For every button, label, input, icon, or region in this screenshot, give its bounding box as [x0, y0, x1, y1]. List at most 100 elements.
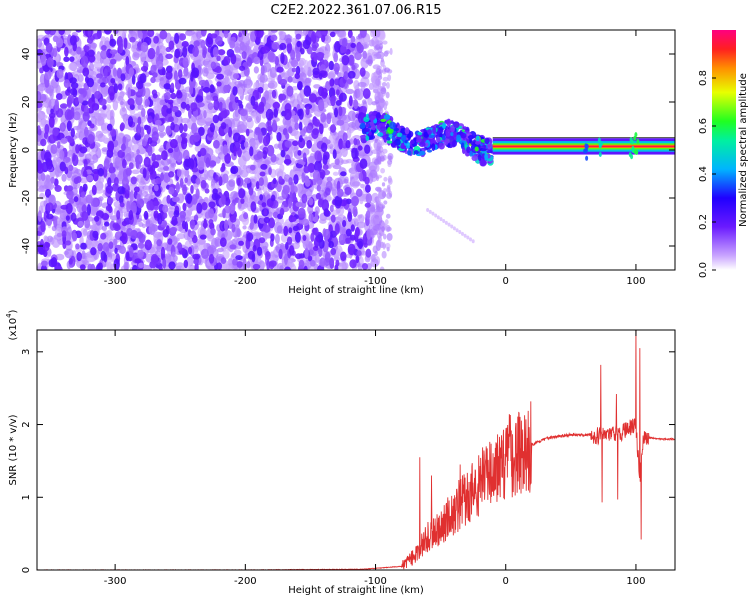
spectrogram-cell	[427, 128, 432, 135]
spectrogram-cell	[187, 246, 193, 255]
spectrogram-cell	[223, 109, 230, 117]
spectrogram-cell	[121, 220, 128, 227]
spectrogram-cell	[153, 210, 159, 219]
spectrogram-cell	[131, 74, 136, 85]
spectrogram-cell	[199, 147, 207, 157]
spectrogram-cell	[134, 258, 142, 264]
spectrogram-cell	[89, 123, 95, 129]
spectrogram-cell	[290, 49, 296, 61]
spectrogram-cell	[129, 190, 134, 202]
spectrogram-cell	[246, 56, 253, 67]
spectrogram-cell	[56, 265, 63, 270]
spectrogram-cell	[463, 233, 467, 238]
spectrogram-cell	[170, 82, 175, 91]
spectrogram-cell	[53, 178, 59, 187]
spectrogram-cell	[404, 139, 408, 144]
spectrogram-cell	[182, 46, 188, 58]
spectrogram-cell	[258, 177, 264, 187]
spectrogram-cell	[212, 47, 219, 58]
spectrogram-cell	[84, 218, 91, 229]
x-tick-label: 100	[626, 276, 645, 287]
spectrogram-cell	[269, 72, 278, 78]
spectrogram-cell	[109, 38, 117, 47]
spectrogram-cell	[68, 198, 75, 204]
spectrogram-cell	[120, 122, 125, 131]
spectrogram-cell	[426, 149, 433, 153]
spectrogram-cell	[79, 264, 86, 270]
spectrogram-cell	[280, 52, 285, 64]
spectrogram-cell	[56, 68, 64, 79]
spectrogram-cell	[286, 85, 294, 97]
spectrogram-cell	[333, 52, 339, 63]
spectrogram-cell	[170, 226, 178, 233]
spectrogram-cell	[330, 214, 336, 223]
spectrogram-cell	[168, 40, 175, 51]
spectrogram-cell	[234, 96, 239, 103]
spectrogram-cell	[128, 162, 134, 170]
spectrogram-cell	[343, 178, 349, 184]
spectrogram-cell	[151, 153, 157, 162]
spectrogram-cell	[471, 155, 478, 162]
spectrogram-cell	[434, 213, 438, 218]
spectrogram-cell	[355, 88, 364, 101]
spectrogram-cell	[113, 176, 119, 186]
spectrogram-cell	[273, 107, 279, 118]
spectrogram-cell	[179, 178, 184, 188]
spectrogram-cell	[224, 197, 231, 206]
spectrogram-cell	[630, 154, 634, 160]
spectrogram-cell	[146, 30, 155, 38]
spectrogram-cell	[374, 138, 378, 144]
spectrogram-cell	[100, 250, 107, 261]
spectrogram-cell	[168, 116, 174, 123]
spectrogram-cell	[125, 183, 129, 190]
spectrogram-cell	[295, 201, 303, 208]
y-tick-label: 0	[21, 567, 32, 573]
spectrogram-cell	[121, 232, 128, 245]
spectrogram-cell	[350, 35, 356, 43]
spectrogram-cell	[347, 243, 356, 256]
spectrogram-cell	[367, 49, 375, 56]
spectrogram-cell	[38, 114, 48, 120]
spectrogram-cell	[345, 198, 352, 205]
spectrogram-cell	[119, 202, 125, 208]
spectrogram-cell	[150, 64, 157, 74]
spectrogram-cell	[209, 84, 215, 94]
spectrogram-cell	[68, 164, 74, 172]
spectrogram-cell	[64, 46, 69, 57]
spectrogram-cell	[173, 209, 180, 218]
spectrogram-cell	[279, 42, 287, 51]
spectrogram-cell	[252, 263, 261, 270]
spectrogram-cell	[61, 173, 67, 182]
spectrogram-cell	[467, 135, 475, 140]
spectrogram-cell	[210, 61, 217, 70]
spectrogram-cell	[50, 257, 58, 268]
spectrogram-cell	[332, 149, 337, 160]
spectrogram-cell	[376, 152, 381, 158]
spectrogram-cell	[94, 90, 102, 100]
spectrogram-cell	[252, 244, 257, 252]
spectrogram-cell	[179, 210, 187, 219]
spectrogram-cell	[46, 202, 54, 212]
snr-frame	[36, 329, 676, 571]
spectrogram-cell	[65, 215, 70, 221]
spectrogram-cell	[316, 184, 322, 192]
spectrogram-cell	[407, 150, 412, 156]
spectrogram-cell	[121, 158, 127, 169]
spectrogram-cell	[75, 30, 82, 33]
spectrogram-cell	[93, 61, 103, 69]
spectrogram-cell	[338, 106, 343, 117]
spectrogram-cell	[52, 156, 61, 165]
snr-scale-exponent: 4	[5, 313, 13, 318]
spectrogram-cell	[486, 143, 494, 148]
spectrogram-cell	[358, 172, 364, 182]
spectrogram-cell	[270, 153, 277, 163]
spectrogram-cell	[200, 39, 206, 49]
spectrogram-cell	[368, 131, 372, 136]
spectrogram-cell	[375, 51, 385, 59]
spectrogram-cell	[338, 138, 344, 150]
spectrogram-cell	[185, 193, 193, 204]
spectrogram-cell	[82, 67, 90, 77]
spectrogram-cell	[103, 221, 110, 227]
spectrogram-cell	[125, 167, 132, 176]
spectrogram-cell	[64, 109, 73, 121]
